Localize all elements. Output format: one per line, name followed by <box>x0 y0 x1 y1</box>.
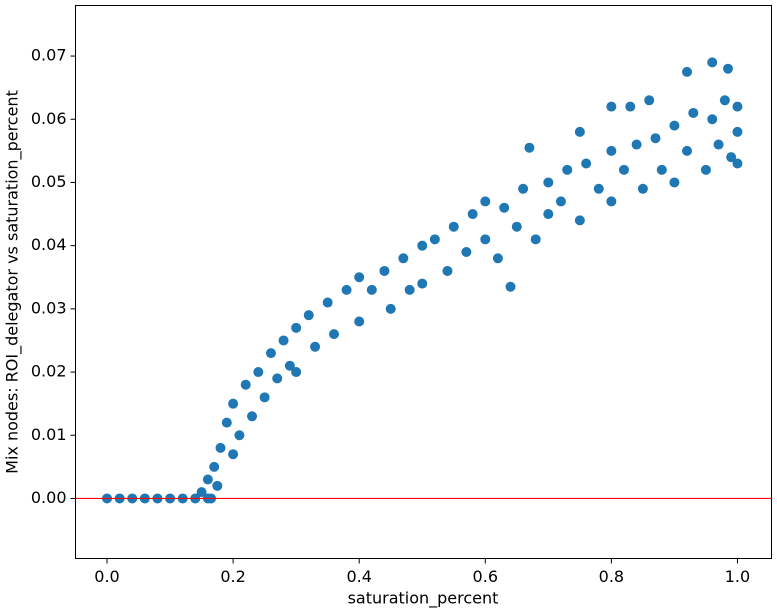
point <box>505 281 516 292</box>
point <box>265 348 276 359</box>
y-tick-label: 0.07 <box>31 46 67 65</box>
y-tick-label: 0.04 <box>31 235 67 254</box>
point <box>543 209 554 220</box>
point <box>385 303 396 314</box>
y-tick-label: 0.06 <box>31 109 67 128</box>
point <box>328 329 339 340</box>
point <box>379 265 390 276</box>
point <box>518 183 529 194</box>
point <box>581 158 592 169</box>
point <box>366 284 377 295</box>
y-tick-label: 0.03 <box>31 298 67 317</box>
point <box>707 114 718 125</box>
y-tick-label: 0.01 <box>31 425 67 444</box>
point <box>253 367 264 378</box>
point <box>404 284 415 295</box>
point <box>240 379 251 390</box>
point <box>221 417 232 428</box>
point <box>278 335 289 346</box>
point <box>625 101 636 112</box>
point <box>228 449 239 460</box>
x-tick-label: 0.6 <box>473 567 498 586</box>
point <box>574 126 585 137</box>
point <box>215 442 226 453</box>
x-tick-label: 0.0 <box>94 567 119 586</box>
point <box>417 278 428 289</box>
point <box>530 234 541 245</box>
x-tick-label: 0.8 <box>599 567 624 586</box>
point <box>442 265 453 276</box>
x-tick-label: 0.4 <box>346 567 371 586</box>
point <box>322 297 333 308</box>
point <box>354 316 365 327</box>
point <box>461 246 472 257</box>
point <box>310 341 321 352</box>
point <box>723 63 733 74</box>
point <box>303 310 314 321</box>
point <box>247 411 258 422</box>
x-tick-label: 1.0 <box>725 567 750 586</box>
point <box>606 196 617 207</box>
point <box>555 196 566 207</box>
point <box>732 101 743 112</box>
x-tick-label: 0.2 <box>220 567 245 586</box>
point <box>719 95 730 106</box>
y-tick-label: 0.02 <box>31 362 67 381</box>
point <box>732 126 743 137</box>
point <box>732 158 743 169</box>
point <box>291 367 302 378</box>
y-tick-label: 0.00 <box>31 488 67 507</box>
y-axis-label: Mix nodes: ROI_delegator vs saturation_p… <box>3 90 23 474</box>
point <box>480 196 491 207</box>
point <box>291 322 302 333</box>
point <box>228 398 239 409</box>
point <box>202 474 213 485</box>
point <box>341 284 352 295</box>
point <box>417 240 428 251</box>
point <box>196 487 207 498</box>
point <box>524 142 535 153</box>
point <box>688 107 699 118</box>
point <box>726 152 737 163</box>
point <box>606 101 617 112</box>
point <box>631 139 642 150</box>
point <box>480 234 491 245</box>
point <box>707 57 718 68</box>
point <box>511 221 522 232</box>
point <box>543 177 554 188</box>
point <box>467 209 478 220</box>
point <box>618 164 629 175</box>
point <box>448 221 459 232</box>
plot-frame <box>75 5 772 559</box>
point <box>644 95 655 106</box>
point <box>562 164 573 175</box>
point <box>656 164 667 175</box>
point <box>637 183 648 194</box>
point <box>593 183 604 194</box>
point <box>259 392 270 403</box>
y-tick-label: 0.05 <box>31 172 67 191</box>
point <box>669 177 680 188</box>
point <box>212 480 223 491</box>
point <box>492 253 503 264</box>
point <box>429 234 440 245</box>
point <box>284 360 295 371</box>
point <box>499 202 510 213</box>
point <box>606 145 617 156</box>
point <box>234 430 245 441</box>
x-axis-label: saturation_percent <box>348 589 499 609</box>
point <box>574 215 585 226</box>
point <box>700 164 711 175</box>
point <box>398 253 409 264</box>
point <box>650 133 661 144</box>
point <box>669 120 680 131</box>
point <box>354 272 365 283</box>
point <box>682 66 693 77</box>
point <box>209 461 220 472</box>
point <box>272 373 283 384</box>
point <box>713 139 724 150</box>
point <box>682 145 693 156</box>
